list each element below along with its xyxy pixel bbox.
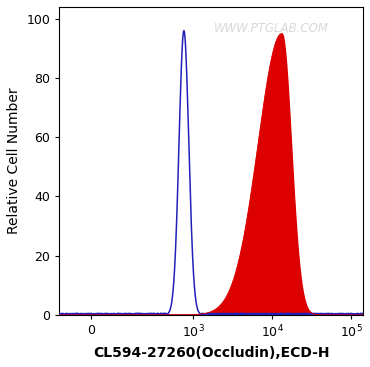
X-axis label: CL594-27260(Occludin),ECD-H: CL594-27260(Occludin),ECD-H — [93, 346, 329, 360]
Y-axis label: Relative Cell Number: Relative Cell Number — [7, 88, 21, 234]
Text: WWW.PTGLAB.COM: WWW.PTGLAB.COM — [214, 22, 329, 35]
